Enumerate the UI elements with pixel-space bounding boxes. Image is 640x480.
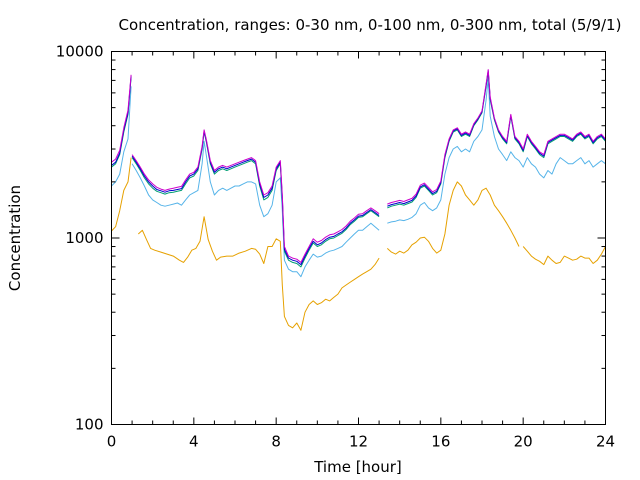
y-axis-label: Concentration <box>6 185 24 291</box>
plot-frame <box>111 51 606 425</box>
x-tick-label: 0 <box>107 433 117 451</box>
series-2-line <box>387 77 606 224</box>
series-1-line <box>386 181 520 255</box>
y-tick-label: 1000 <box>65 229 103 247</box>
axes: 0 4 8 12 16 20 24 100 1000 10000 <box>56 43 615 451</box>
y-tick-label: 100 <box>75 416 104 434</box>
series-1-line <box>137 216 380 331</box>
series-1-line <box>522 246 606 266</box>
x-tick-label: 16 <box>431 433 450 451</box>
series-1-line <box>111 157 132 232</box>
series-4-line <box>111 75 132 166</box>
x-axis-label: Time [hour] <box>313 458 402 476</box>
chart-title: Concentration, ranges: 0-30 nm, 0-100 nm… <box>119 16 622 34</box>
series-5-line <box>387 69 606 205</box>
series-3-line <box>111 76 132 168</box>
y-tick-label: 10000 <box>56 43 104 61</box>
x-tick-label: 4 <box>189 433 199 451</box>
x-tick-label: 8 <box>271 433 281 451</box>
series-5-line <box>131 129 380 263</box>
plot-series <box>111 69 606 331</box>
series-4-line <box>131 130 380 266</box>
x-tick-label: 24 <box>596 433 615 451</box>
series-2-line <box>131 140 380 278</box>
x-tick-label: 20 <box>514 433 533 451</box>
x-tick-label: 12 <box>349 433 368 451</box>
series-2-line <box>111 86 132 187</box>
series-5-line <box>111 74 132 163</box>
